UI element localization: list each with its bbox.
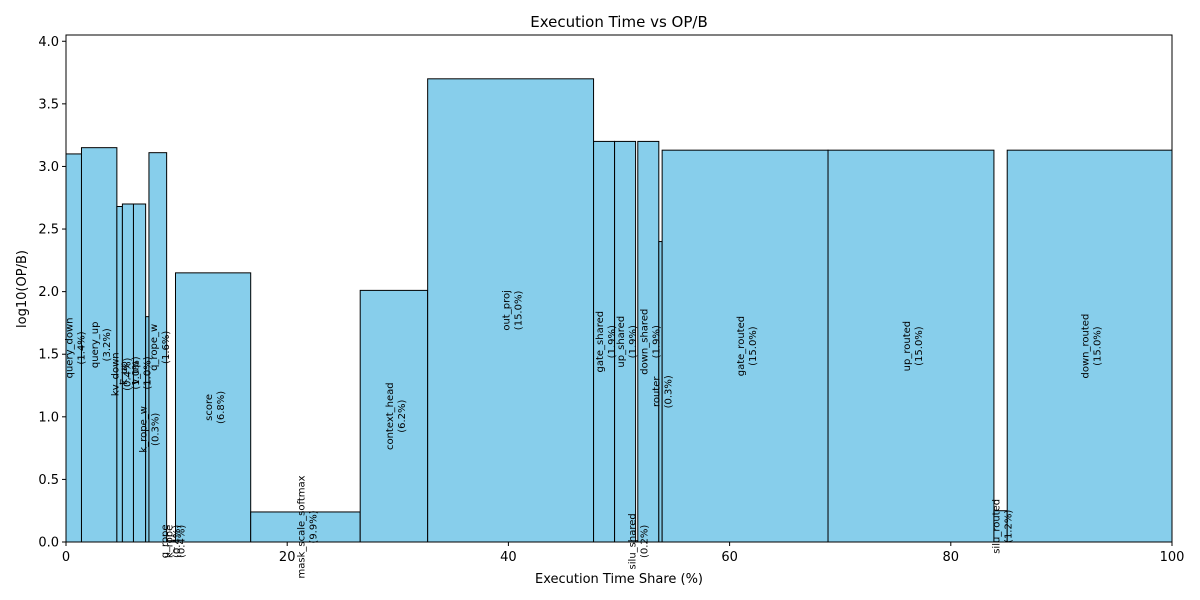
- bar-label-query-up: query_up(3.2%): [90, 322, 113, 369]
- bar-label-name: k_rope: [164, 525, 175, 558]
- bar-label-share: (1.6%): [161, 331, 172, 364]
- bar-label-share: (1.9%): [628, 325, 639, 358]
- bar-label-share: (0.3%): [663, 375, 674, 408]
- bar-label-silu-routed: silu_routed(1.2%): [992, 499, 1015, 554]
- bar-label-name: up_shared: [616, 316, 627, 368]
- bar-context-head: [359, 289, 429, 543]
- x-tick-label: 40: [500, 550, 517, 565]
- bar-label-share: (1.2%): [1004, 510, 1015, 543]
- y-tick-label: 0.5: [38, 473, 59, 488]
- bar-query-up: [80, 147, 118, 543]
- y-tick-label: 2.5: [38, 223, 59, 238]
- x-tick-label: 20: [279, 550, 296, 565]
- bar-label-query-down: query_down(1.4%): [65, 318, 88, 379]
- bar-label-name: silu_shared: [628, 513, 639, 569]
- bar-label-share: (1.4%): [77, 331, 88, 364]
- bar-label-share: (1.0%): [131, 356, 142, 389]
- y-axis: 0.0 0.5 1.0 1.5 2.0 2.5 3.0 3.5 4.0: [38, 35, 66, 551]
- y-tick-label: 1.0: [38, 410, 59, 425]
- bar-label-mask-scale-softmax: mask_scale_softmax(9.9%): [296, 475, 319, 578]
- x-tick-label: 80: [943, 550, 960, 565]
- bar-label-q-rope: q_rope(0.4%): [160, 524, 183, 558]
- y-tick-label: 2.0: [38, 285, 59, 300]
- x-axis: 0 20 40 60 80 100: [62, 542, 1185, 565]
- bar-score: [174, 272, 252, 543]
- bar-label-name: gate_shared: [595, 311, 606, 373]
- bar-label-down-routed: down_routed(15.0%): [1081, 314, 1104, 379]
- bar-label-share: (0.2%): [640, 525, 651, 558]
- bar-label-k-up: k_up(1.0%): [119, 356, 142, 389]
- y-tick-label: 3.5: [38, 97, 59, 112]
- x-tick-label: 60: [721, 550, 738, 565]
- bar-label-share: (15.0%): [514, 291, 525, 331]
- bar-label-up-shared: up_shared(1.9%): [616, 316, 639, 368]
- x-tick-label: 100: [1160, 550, 1185, 565]
- y-tick-label: 1.5: [38, 348, 59, 363]
- bar-label-share: (1.9%): [651, 325, 662, 358]
- bar-label-name: k_up: [119, 361, 130, 384]
- bar-label-up-routed: up_routed(15.0%): [902, 321, 925, 371]
- bar-label-kv-down: kv_down(0.4%): [111, 352, 134, 396]
- bar-label-name: gate_routed: [736, 316, 747, 376]
- bar-label-name: q_rope: [160, 524, 171, 558]
- bar-label-name: up_routed: [902, 321, 913, 371]
- x-tick-label: 0: [62, 550, 70, 565]
- bar-label-v-up: v_up(1.0%): [131, 356, 154, 389]
- bar-label-name: kv_down: [111, 352, 122, 396]
- bar-label-share: (0.4%): [172, 525, 183, 558]
- y-axis-label: log10(OP/B): [15, 250, 30, 328]
- bar-label-name: k_rope_w: [138, 406, 149, 452]
- bar-label-context-head: context_head(6.2%): [385, 382, 408, 450]
- bar-label-share: (6.2%): [397, 399, 408, 432]
- bars: [65, 78, 1173, 543]
- bar-label-share: (15.0%): [1093, 326, 1104, 366]
- bar-gate-routed: [661, 149, 829, 543]
- bar-label-name: query_up: [90, 322, 101, 369]
- bar-label-share: (9.9%): [308, 510, 319, 543]
- bar-label-name: silu_routed: [992, 499, 1003, 554]
- bar-label-name: score: [204, 394, 215, 421]
- bar-label-k-rope: k_rope(0.4%): [164, 525, 187, 558]
- y-tick-label: 0.0: [38, 536, 59, 551]
- bar-label-router: router(0.3%): [651, 375, 674, 408]
- bar-label-out-proj: out_proj(15.0%): [502, 290, 525, 331]
- bar-label-name: context_head: [385, 382, 396, 450]
- bar-label-name: down_routed: [1081, 314, 1092, 379]
- bar-label-silu-shared: silu_shared(0.2%): [628, 513, 651, 569]
- bar-label-share: (1.0%): [143, 356, 154, 389]
- bar-label-score: score(6.8%): [204, 391, 227, 424]
- y-tick-label: 4.0: [38, 35, 59, 50]
- bar-label-name: q_rope_w: [149, 324, 160, 371]
- bar-label-down-shared: down_shared(1.9%): [639, 309, 662, 375]
- bar-label-name: down_shared: [639, 309, 650, 375]
- bar-label-share: (15.0%): [748, 326, 759, 366]
- bar-label-share: (0.4%): [176, 525, 187, 558]
- bar-label-name: out_proj: [502, 290, 513, 331]
- y-tick-label: 3.0: [38, 160, 59, 175]
- bar-label-share: (6.8%): [216, 391, 227, 424]
- bar-label-name: router: [651, 376, 662, 407]
- bar-label-share: (15.0%): [914, 326, 925, 366]
- plot-frame: [65, 34, 1173, 543]
- chart-title: Execution Time vs OP/B: [530, 13, 708, 31]
- bar-label-gate-shared: gate_shared(1.9%): [595, 311, 618, 373]
- bar-label-k-rope-w: k_rope_w(0.3%): [138, 406, 161, 452]
- bar-label-share: (0.3%): [150, 413, 161, 446]
- bar-down-routed: [1006, 149, 1173, 543]
- bar-label-name: v_up: [131, 361, 142, 385]
- x-axis-label: Execution Time Share (%): [535, 572, 703, 587]
- bar-label-share: (1.9%): [607, 325, 618, 358]
- bar-label-share: (3.2%): [102, 328, 113, 361]
- bar-label-gate-routed: gate_routed(15.0%): [736, 316, 759, 376]
- bar-label-share: (0.4%): [123, 358, 134, 391]
- bar-labels: query_down(1.4%) query_up(3.2%)kv_down(0.…: [65, 290, 1104, 578]
- bar-up-routed: [827, 149, 995, 543]
- bar-label-name: mask_scale_softmax: [296, 475, 307, 578]
- bar-label-q-rope-w: q_rope_w(1.6%): [149, 324, 172, 371]
- bar-label-name: query_down: [65, 318, 76, 379]
